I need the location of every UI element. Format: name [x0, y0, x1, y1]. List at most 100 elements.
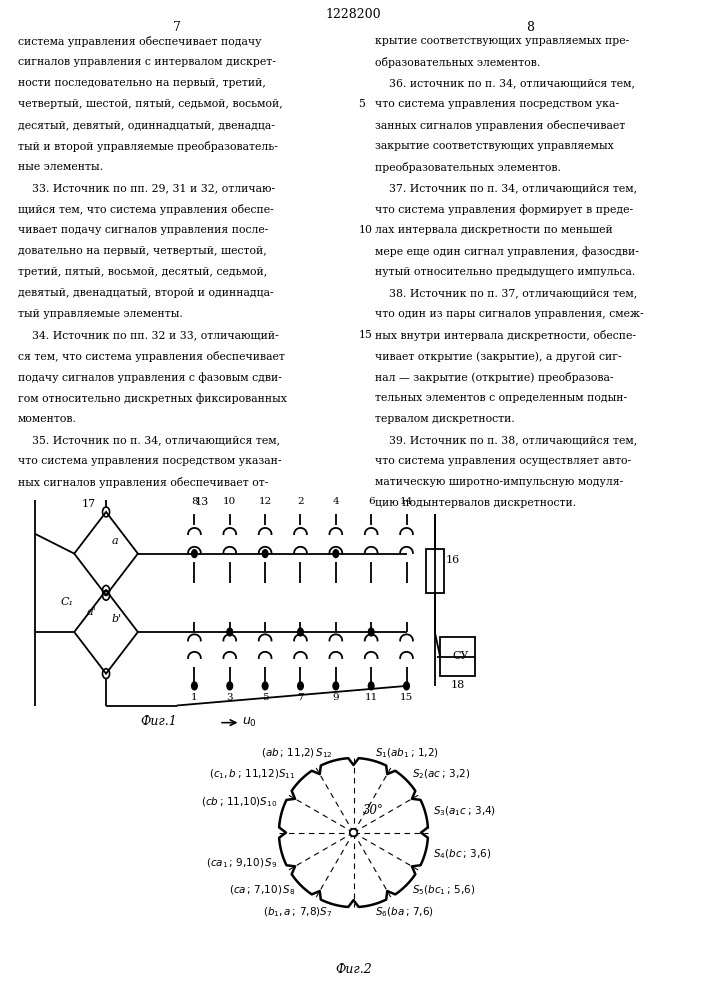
Text: $S_6(ba\,;\,7{,}6)$: $S_6(ba\,;\,7{,}6)$ — [375, 905, 433, 919]
Text: CУ: CУ — [452, 651, 469, 661]
Text: ные элементы.: ные элементы. — [18, 162, 103, 172]
Text: 6: 6 — [368, 497, 375, 506]
Text: ных сигналов управления обеспечивает от-: ных сигналов управления обеспечивает от- — [18, 477, 268, 488]
Text: щийся тем, что система управления обеспе-: щийся тем, что система управления обеспе… — [18, 204, 274, 215]
Text: нутый относительно предыдущего импульса.: нутый относительно предыдущего импульса. — [375, 267, 635, 277]
Text: 2: 2 — [297, 497, 304, 506]
Text: 10: 10 — [358, 225, 373, 235]
Text: чивает открытие (закрытие), а другой сиг-: чивает открытие (закрытие), а другой сиг… — [375, 351, 621, 362]
Text: крытие соответствующих управляемых пре-: крытие соответствующих управляемых пре- — [375, 36, 629, 46]
Bar — [426, 549, 444, 593]
Circle shape — [192, 682, 197, 690]
Text: 12: 12 — [259, 497, 271, 506]
Circle shape — [262, 682, 268, 690]
Text: $(b_1,a\,;\,7{,}8)S_7$: $(b_1,a\,;\,7{,}8)S_7$ — [263, 905, 332, 919]
Text: 15: 15 — [358, 330, 373, 340]
Text: лах интервала дискретности по меньшей: лах интервала дискретности по меньшей — [375, 225, 612, 235]
Text: $S_4(bc\,;\,3{,}6)$: $S_4(bc\,;\,3{,}6)$ — [433, 847, 491, 861]
Text: 9: 9 — [332, 693, 339, 702]
Text: довательно на первый, четвертый, шестой,: довательно на первый, четвертый, шестой, — [18, 246, 267, 256]
Text: $S_2(ac\,;\,3{,}2)$: $S_2(ac\,;\,3{,}2)$ — [411, 768, 469, 781]
Circle shape — [227, 682, 233, 690]
Text: что система управления формирует в преде-: что система управления формирует в преде… — [375, 204, 633, 215]
Text: ся тем, что система управления обеспечивает: ся тем, что система управления обеспечив… — [18, 351, 284, 362]
Text: 5: 5 — [358, 99, 366, 109]
Text: что один из пары сигналов управления, смеж-: что один из пары сигналов управления, см… — [375, 309, 643, 319]
Circle shape — [368, 628, 374, 636]
Text: $(c_1,b\,;\,11{,}12)S_{11}$: $(c_1,b\,;\,11{,}12)S_{11}$ — [209, 768, 296, 781]
Text: занных сигналов управления обеспечивает: занных сигналов управления обеспечивает — [375, 120, 625, 131]
Text: 35. Источник по п. 34, отличающийся тем,: 35. Источник по п. 34, отличающийся тем, — [18, 435, 280, 445]
Text: тельных элементов с определенным подын-: тельных элементов с определенным подын- — [375, 393, 627, 403]
Text: 34. Источник по пп. 32 и 33, отличающий-: 34. Источник по пп. 32 и 33, отличающий- — [18, 330, 279, 340]
Text: тервалом дискретности.: тервалом дискретности. — [375, 414, 515, 424]
Text: $S_5(bc_1\,;\,5{,}6)$: $S_5(bc_1\,;\,5{,}6)$ — [411, 884, 475, 897]
Text: 5: 5 — [262, 693, 269, 702]
Text: ных внутри интервала дискретности, обеспе-: ных внутри интервала дискретности, обесп… — [375, 330, 636, 341]
Text: тый управляемые элементы.: тый управляемые элементы. — [18, 309, 182, 319]
Text: $(ca\,;\,7{,}10)\,S_8$: $(ca\,;\,7{,}10)\,S_8$ — [229, 884, 296, 897]
Circle shape — [350, 829, 357, 836]
Text: 16: 16 — [445, 555, 460, 565]
Text: преобразовательных элементов.: преобразовательных элементов. — [375, 162, 561, 173]
Circle shape — [227, 628, 233, 636]
Text: мере еще один сигнал управления, фазосдви-: мере еще один сигнал управления, фазосдв… — [375, 246, 638, 257]
Text: 38. Источник по п. 37, отличающийся тем,: 38. Источник по п. 37, отличающийся тем, — [375, 288, 637, 298]
Text: 10: 10 — [223, 497, 236, 506]
Circle shape — [262, 550, 268, 558]
Text: 14: 14 — [400, 497, 413, 506]
Text: Фиг.2: Фиг.2 — [335, 963, 372, 976]
Text: подачу сигналов управления с фазовым сдви-: подачу сигналов управления с фазовым сдв… — [18, 372, 281, 383]
Text: $S_3(a_1c\,;\,3{,}4)$: $S_3(a_1c\,;\,3{,}4)$ — [433, 805, 496, 818]
Text: 4: 4 — [332, 497, 339, 506]
Bar — [440, 637, 476, 676]
Circle shape — [298, 628, 303, 636]
Text: 1228200: 1228200 — [326, 7, 381, 20]
Text: 7: 7 — [297, 693, 304, 702]
Text: третий, пятый, восьмой, десятый, седьмой,: третий, пятый, восьмой, десятый, седьмой… — [18, 267, 267, 277]
Text: нал — закрытие (открытие) преобразова-: нал — закрытие (открытие) преобразова- — [375, 372, 613, 383]
Text: $S_1(ab_1\,;\,1{,}2)$: $S_1(ab_1\,;\,1{,}2)$ — [375, 747, 438, 760]
Text: что система управления осуществляет авто-: что система управления осуществляет авто… — [375, 456, 631, 466]
Text: система управления обеспечивает подачу: система управления обеспечивает подачу — [18, 36, 261, 47]
Text: цию подынтервалов дискретности.: цию подынтервалов дискретности. — [375, 498, 575, 508]
Text: a: a — [112, 536, 118, 546]
Text: $(ab\,;\,11{,}2)\,S_{12}$: $(ab\,;\,11{,}2)\,S_{12}$ — [260, 747, 332, 760]
Text: матическую широтно-импульсную модуля-: матическую широтно-импульсную модуля- — [375, 477, 623, 487]
Text: C₁: C₁ — [60, 597, 73, 607]
Text: 36. источник по п. 34, отличающийся тем,: 36. источник по п. 34, отличающийся тем, — [375, 78, 635, 88]
Text: Фиг.1: Фиг.1 — [141, 715, 177, 728]
Text: закрытие соответствующих управляемых: закрытие соответствующих управляемых — [375, 141, 614, 151]
Text: 13: 13 — [194, 497, 209, 507]
Circle shape — [298, 682, 303, 690]
Text: 7: 7 — [173, 21, 181, 34]
Circle shape — [333, 682, 339, 690]
Text: 37. Источник по п. 34, отличающийся тем,: 37. Источник по п. 34, отличающийся тем, — [375, 183, 637, 193]
Text: что система управления посредством указан-: что система управления посредством указа… — [18, 456, 281, 466]
Text: 3: 3 — [226, 693, 233, 702]
Text: сигналов управления с интервалом дискрет-: сигналов управления с интервалом дискрет… — [18, 57, 276, 67]
Text: 8: 8 — [526, 21, 534, 34]
Text: четвертый, шестой, пятый, седьмой, восьмой,: четвертый, шестой, пятый, седьмой, восьм… — [18, 99, 282, 109]
Text: $(ca_1\,;\,9{,}10)\,S_9$: $(ca_1\,;\,9{,}10)\,S_9$ — [206, 856, 277, 870]
Text: 30°: 30° — [363, 804, 383, 817]
Text: a': a' — [87, 607, 96, 617]
Text: 11: 11 — [365, 693, 378, 702]
Text: тый и второй управляемые преобразователь-: тый и второй управляемые преобразователь… — [18, 141, 278, 152]
Text: что система управления посредством ука-: что система управления посредством ука- — [375, 99, 619, 109]
Text: моментов.: моментов. — [18, 414, 76, 424]
Circle shape — [192, 550, 197, 558]
Text: чивает подачу сигналов управления после-: чивает подачу сигналов управления после- — [18, 225, 268, 235]
Text: девятый, двенадцатый, второй и одиннадца-: девятый, двенадцатый, второй и одиннадца… — [18, 288, 274, 298]
Text: десятый, девятый, одиннадцатый, двенадца-: десятый, девятый, одиннадцатый, двенадца… — [18, 120, 274, 130]
Text: 17: 17 — [81, 499, 95, 509]
Text: b': b' — [112, 614, 122, 624]
Text: 8: 8 — [191, 497, 198, 506]
Text: $(cb\,;\,11{,}10)S_{10}$: $(cb\,;\,11{,}10)S_{10}$ — [201, 795, 277, 809]
Text: 15: 15 — [400, 693, 413, 702]
Circle shape — [333, 550, 339, 558]
Text: $u_0$: $u_0$ — [242, 716, 257, 729]
Text: 33. Источник по пп. 29, 31 и 32, отличаю-: 33. Источник по пп. 29, 31 и 32, отличаю… — [18, 183, 275, 193]
Circle shape — [404, 682, 409, 690]
Text: образовательных элементов.: образовательных элементов. — [375, 57, 540, 68]
